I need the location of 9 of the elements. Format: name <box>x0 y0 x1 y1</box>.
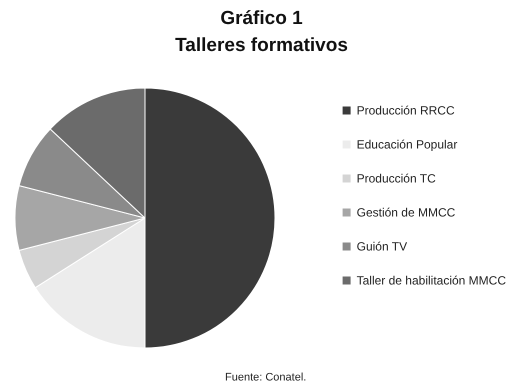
legend-label: Guión TV <box>356 240 408 254</box>
legend-label: Educación Popular <box>356 138 458 152</box>
chart-subtitle: Talleres formativos <box>175 35 348 56</box>
legend-label: Taller de habilitación MMCC <box>356 274 506 288</box>
source-note: Fuente: Conatel. <box>225 372 306 384</box>
chart-title: Gráfico 1 <box>220 8 304 29</box>
legend-label: Producción TC <box>356 172 436 186</box>
legend-label: Gestión de MMCC <box>356 206 456 220</box>
legend-label: Producción RRCC <box>356 104 455 118</box>
